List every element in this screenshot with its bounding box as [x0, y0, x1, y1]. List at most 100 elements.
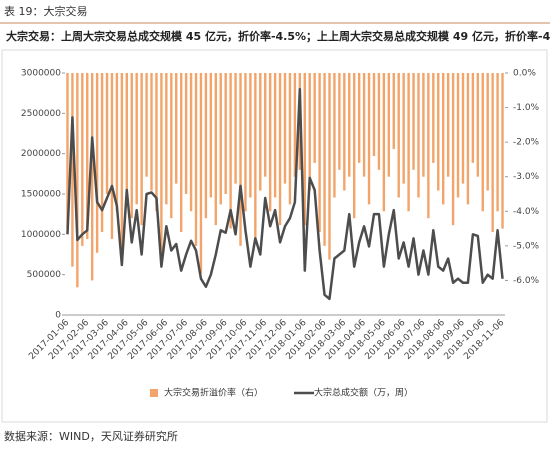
- bar: [323, 73, 326, 246]
- bar: [357, 73, 361, 163]
- bar: [110, 73, 114, 239]
- bar: [402, 73, 405, 184]
- bar: [229, 73, 232, 229]
- bar: [288, 73, 292, 205]
- bar: [486, 73, 489, 191]
- y2-tick-label: -1.0%: [513, 103, 540, 113]
- bar: [140, 73, 143, 226]
- bar: [387, 73, 391, 177]
- y-tick-label: 2000000: [21, 149, 61, 159]
- bar: [100, 73, 104, 233]
- source: 数据来源：WIND，天风证券研究所: [4, 429, 178, 443]
- header-title: 表 19：大宗交易: [4, 4, 88, 18]
- y-tick-label: 1500000: [21, 190, 61, 200]
- bar: [254, 73, 257, 239]
- y-tick-label: 500000: [27, 270, 62, 280]
- bar: [150, 73, 153, 191]
- bar: [81, 73, 84, 246]
- y-tick-label: 3000000: [21, 69, 61, 79]
- bar: [382, 73, 386, 212]
- bar: [179, 73, 183, 233]
- bar: [204, 73, 208, 219]
- bar: [283, 73, 287, 184]
- bar: [273, 73, 277, 198]
- y2-tick-label: -4.0%: [513, 207, 540, 217]
- bar: [189, 73, 193, 212]
- bar: [451, 73, 455, 226]
- bar: [90, 73, 94, 281]
- bar: [105, 73, 109, 194]
- bar: [209, 73, 213, 198]
- bar: [165, 73, 168, 205]
- legend-label: 大宗总成交额（万，周）: [314, 387, 413, 399]
- bar: [268, 73, 272, 212]
- bar: [318, 73, 321, 233]
- bar: [66, 73, 69, 229]
- bar: [461, 73, 465, 184]
- bar: [199, 73, 203, 274]
- bar: [501, 73, 504, 229]
- bar: [476, 73, 480, 177]
- bar: [115, 73, 119, 212]
- bar: [422, 73, 425, 177]
- bar: [446, 73, 450, 177]
- bar: [76, 73, 79, 288]
- bar: [377, 73, 381, 170]
- bar: [135, 73, 138, 205]
- bar: [417, 73, 420, 198]
- y2-tick-label: -2.0%: [513, 138, 540, 148]
- legend-label: 大宗交易折溢价率（右）: [164, 387, 263, 399]
- bar: [224, 73, 227, 194]
- bar: [160, 73, 163, 264]
- bar: [372, 73, 376, 156]
- bar: [466, 73, 470, 205]
- y2-tick-label: -6.0%: [513, 276, 540, 286]
- chart-frame: [1, 49, 548, 423]
- bar: [412, 73, 415, 170]
- legend-swatch: [150, 389, 158, 397]
- bar: [155, 73, 158, 212]
- bar: [343, 73, 346, 191]
- bar: [397, 73, 400, 198]
- bar: [348, 73, 351, 177]
- y-tick-label: 1000000: [21, 230, 61, 240]
- bar: [175, 73, 178, 184]
- bar: [219, 73, 222, 205]
- bar: [278, 73, 282, 226]
- bar: [367, 73, 371, 205]
- bar: [234, 73, 237, 184]
- bar: [362, 73, 366, 177]
- line: [66, 87, 504, 301]
- bar: [471, 73, 475, 163]
- bar: [392, 73, 395, 150]
- y2-tick-label: -3.0%: [513, 172, 540, 182]
- bar: [308, 73, 311, 191]
- bar: [249, 73, 252, 198]
- bar: [120, 73, 124, 253]
- bar: [71, 73, 74, 267]
- bar: [303, 73, 306, 226]
- bar: [432, 73, 435, 163]
- bar: [264, 73, 267, 177]
- bar: [293, 73, 297, 177]
- y-tick-label: 0: [55, 311, 61, 321]
- bar: [481, 73, 484, 212]
- bar: [259, 73, 262, 191]
- bar: [437, 73, 440, 191]
- bar: [170, 73, 173, 219]
- bar: [496, 73, 499, 212]
- bar: [194, 73, 198, 246]
- bar: [353, 73, 356, 219]
- bar: [145, 73, 148, 177]
- bar: [95, 73, 99, 253]
- bar: [456, 73, 460, 198]
- bar: [407, 73, 410, 212]
- bar: [244, 73, 247, 212]
- bar: [427, 73, 430, 219]
- bar: [130, 73, 133, 219]
- y-tick-label: 2500000: [21, 109, 61, 119]
- bar: [184, 73, 188, 194]
- bar: [239, 73, 242, 246]
- bar: [442, 73, 445, 205]
